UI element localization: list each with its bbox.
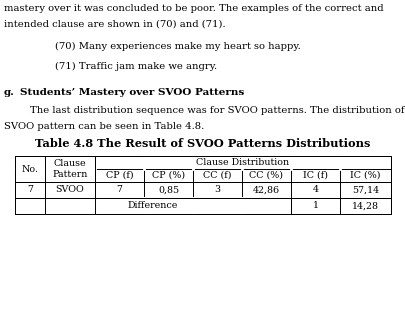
Text: SVOO: SVOO: [55, 186, 84, 194]
Text: intended clause are shown in (70) and (71).: intended clause are shown in (70) and (7…: [4, 20, 225, 29]
Text: 14,28: 14,28: [351, 202, 378, 210]
Text: (71) Traffic jam make we angry.: (71) Traffic jam make we angry.: [55, 62, 217, 71]
Text: 7: 7: [27, 186, 33, 194]
Text: 3: 3: [214, 186, 220, 194]
Text: (70) Many experiences make my heart so happy.: (70) Many experiences make my heart so h…: [55, 42, 300, 51]
Text: 0,85: 0,85: [158, 186, 179, 194]
Text: CP (f): CP (f): [105, 171, 133, 180]
Text: No.: No.: [21, 164, 38, 174]
Text: SVOO pattern can be seen in Table 4.8.: SVOO pattern can be seen in Table 4.8.: [4, 122, 204, 131]
Text: CC (%): CC (%): [249, 171, 283, 180]
Text: Difference: Difference: [128, 202, 178, 210]
Text: 42,86: 42,86: [252, 186, 279, 194]
Bar: [15, 156, 390, 214]
Bar: [15, 156, 390, 214]
Text: The last distribution sequence was for SVOO patterns. The distribution of: The last distribution sequence was for S…: [30, 106, 404, 115]
Text: Students’ Mastery over SVOO Patterns: Students’ Mastery over SVOO Patterns: [20, 88, 244, 97]
Text: IC (f): IC (f): [302, 171, 327, 180]
Text: CC (f): CC (f): [203, 171, 231, 180]
Text: Clause Distribution: Clause Distribution: [196, 158, 289, 167]
Text: 57,14: 57,14: [351, 186, 378, 194]
Text: g.: g.: [4, 88, 15, 97]
Text: CP (%): CP (%): [151, 171, 185, 180]
Text: mastery over it was concluded to be poor. The examples of the correct and: mastery over it was concluded to be poor…: [4, 4, 383, 13]
Text: IC (%): IC (%): [350, 171, 380, 180]
Text: Table 4.8 The Result of SVOO Patterns Distributions: Table 4.8 The Result of SVOO Patterns Di…: [35, 138, 370, 149]
Text: 1: 1: [312, 202, 318, 210]
Text: 7: 7: [116, 186, 122, 194]
Text: Clause
Pattern: Clause Pattern: [52, 159, 87, 179]
Text: 4: 4: [312, 186, 318, 194]
